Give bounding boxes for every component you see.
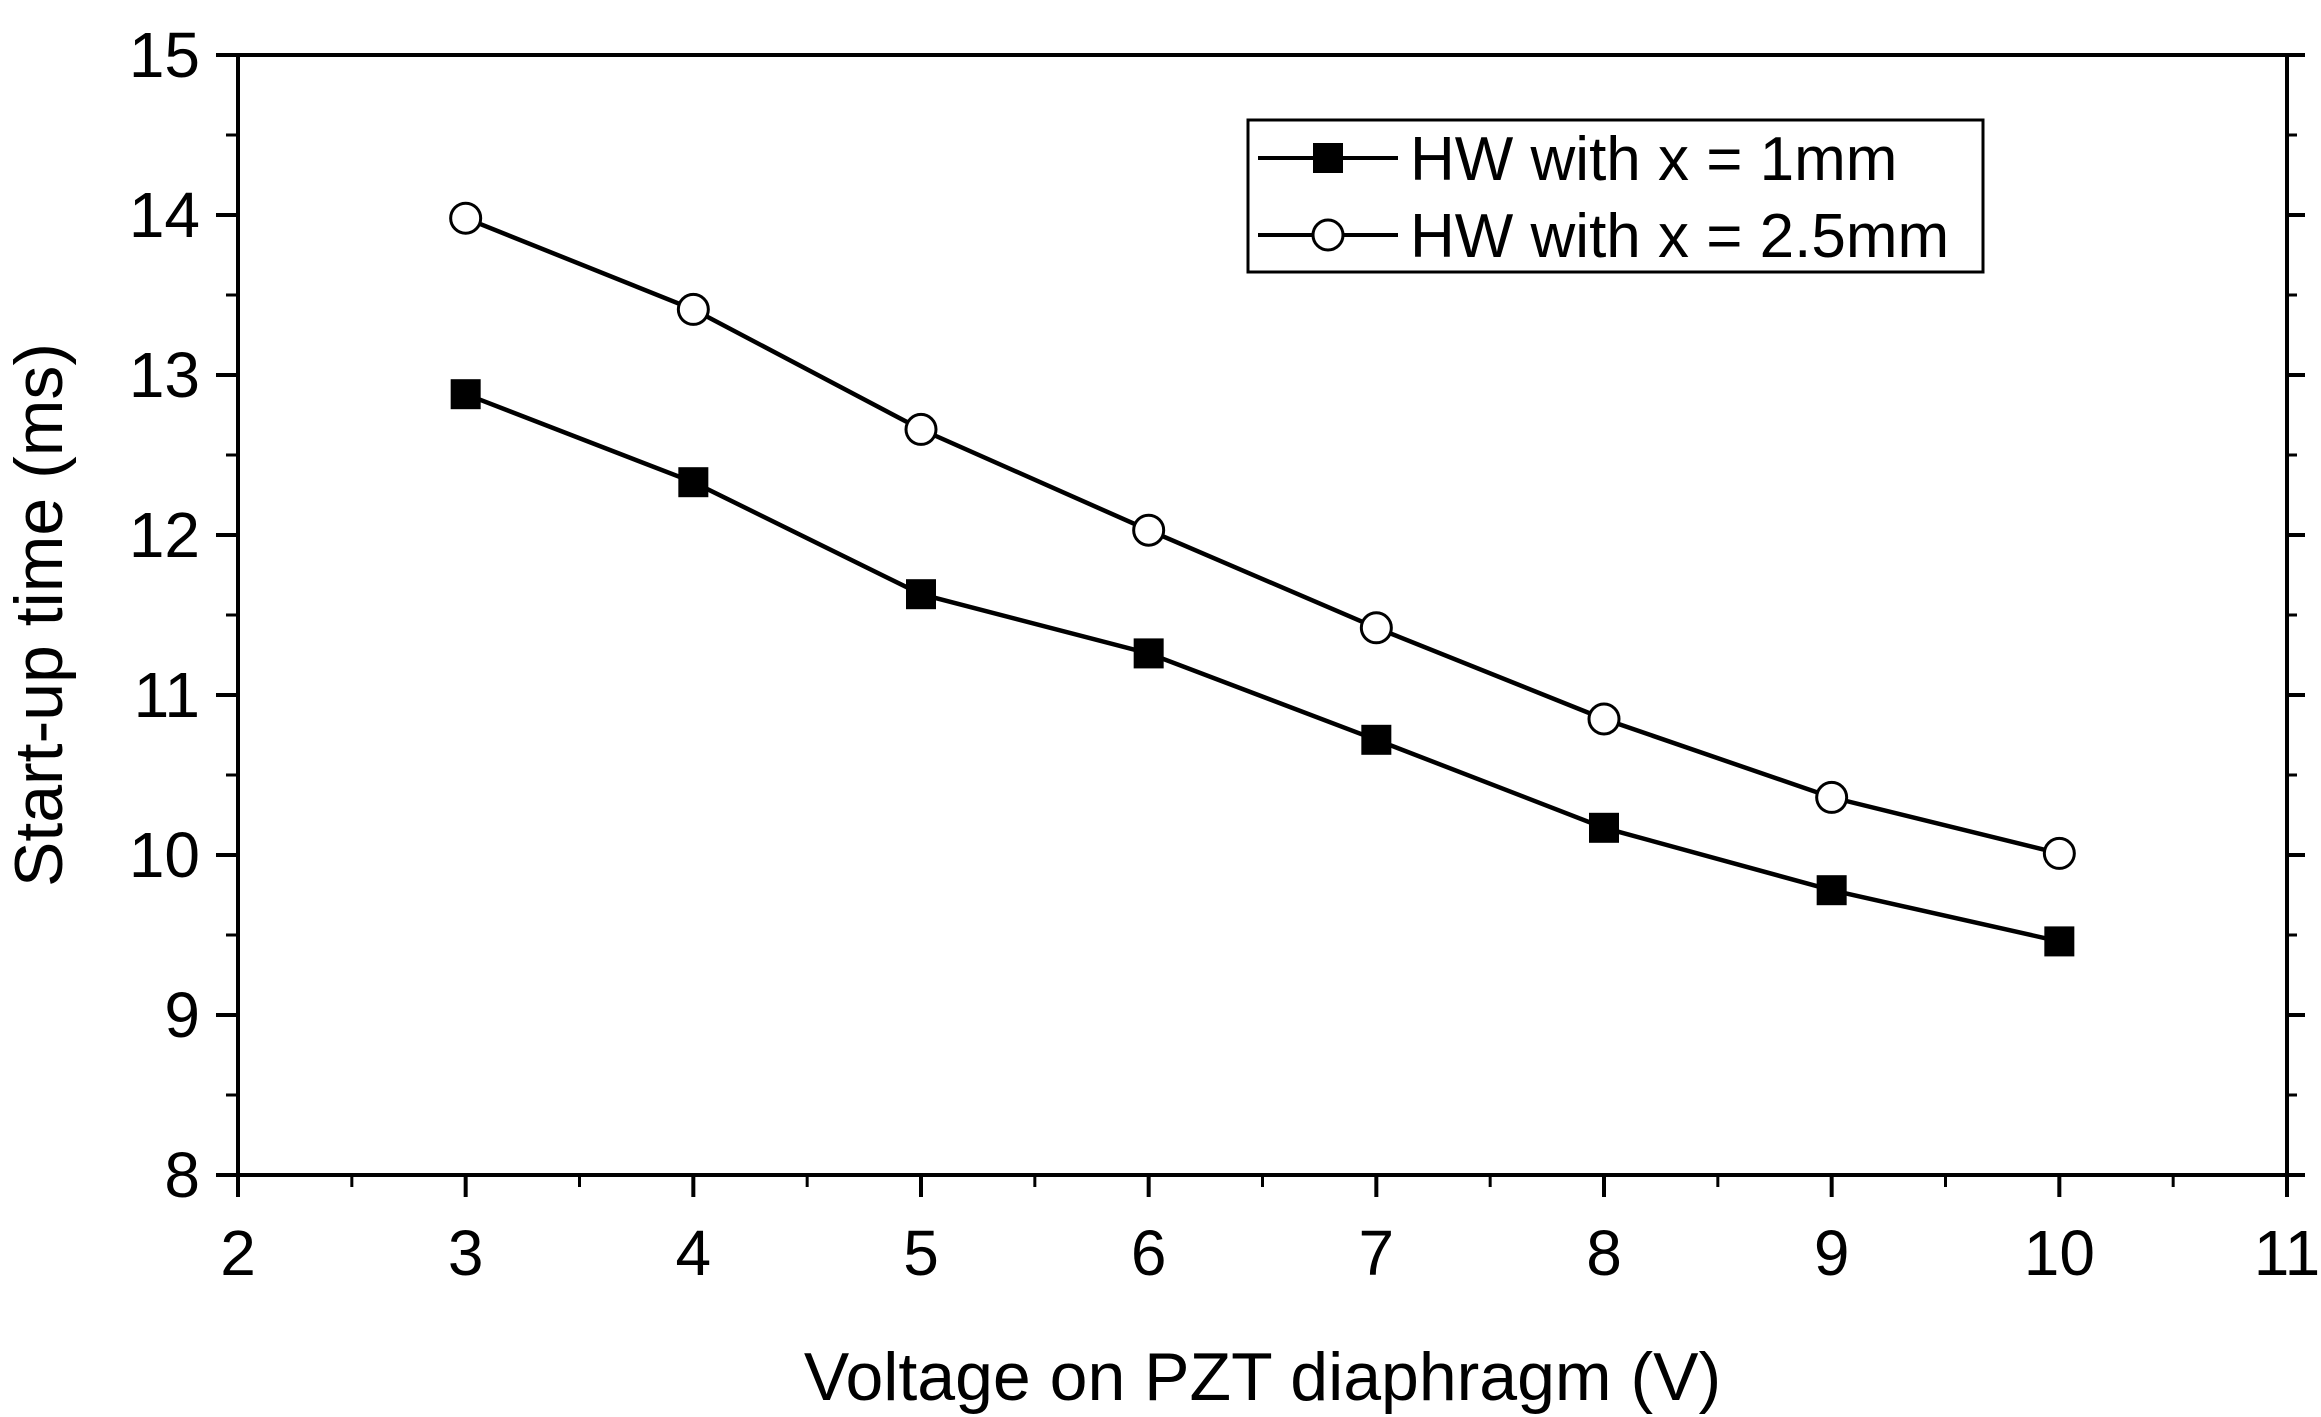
series-layer — [449, 201, 2076, 957]
x-tick-label: 5 — [903, 1217, 939, 1289]
legend-label-2-5mm: HW with x = 2.5mm — [1410, 202, 1949, 271]
data-point-2-5mm — [676, 292, 710, 326]
data-point-1mm — [450, 379, 481, 410]
series-line-1mm — [464, 392, 2060, 944]
y-tick-label: 13 — [129, 339, 200, 411]
y-tick-label: 9 — [164, 979, 200, 1051]
data-point-1mm — [1133, 638, 1164, 669]
legend: HW with x = 1mm HW with x = 2.5mm — [1246, 118, 1985, 274]
y-axis-title: Start-up time (ms) — [1, 343, 77, 887]
data-point-1mm — [1589, 812, 1619, 843]
x-tick-label: 4 — [676, 1217, 712, 1289]
y-tick-label: 14 — [129, 179, 200, 251]
legend-marker-circle — [1311, 218, 1345, 252]
y-tick-label: 11 — [134, 659, 200, 731]
y-tick-label: 8 — [164, 1139, 200, 1211]
data-point-2-5mm — [1359, 611, 1393, 645]
x-tick-label: 11 — [2254, 1217, 2320, 1289]
data-point-1mm — [906, 579, 936, 610]
data-point-2-5mm — [449, 201, 483, 235]
data-point-2-5mm — [904, 412, 938, 446]
x-tick-label: 6 — [1131, 1217, 1167, 1289]
x-tick-label: 9 — [1814, 1217, 1850, 1289]
legend-marker-square — [1313, 143, 1343, 173]
data-point-2-5mm — [1815, 780, 1849, 814]
data-point-2-5mm — [1132, 513, 1166, 547]
data-point-1mm — [678, 467, 709, 498]
y-tick-label: 15 — [129, 19, 200, 91]
y-axis: 8 9 10 11 12 13 14 15 — [129, 19, 2305, 1211]
data-point-1mm — [1361, 724, 1392, 755]
y-tick-label: 12 — [129, 499, 200, 571]
data-point-1mm — [1816, 875, 1847, 906]
x-tick-label: 3 — [448, 1217, 484, 1289]
legend-box — [1246, 118, 1985, 274]
data-point-2-5mm — [1587, 702, 1621, 736]
data-point-2-5mm — [2042, 836, 2076, 870]
x-tick-label: 8 — [1586, 1217, 1622, 1289]
x-tick-label: 10 — [2024, 1217, 2095, 1289]
y-tick-label: 10 — [129, 819, 200, 891]
x-axis-title: Voltage on PZT diaphragm (V) — [804, 1339, 1721, 1415]
legend-label-1mm: HW with x = 1mm — [1410, 125, 1897, 194]
x-axis: 2 3 4 5 6 7 8 9 10 11 — [220, 1175, 2320, 1289]
x-tick-label: 2 — [220, 1217, 256, 1289]
series-line-2-5mm — [464, 216, 2060, 856]
x-tick-label: 7 — [1359, 1217, 1395, 1289]
data-point-1mm — [2044, 926, 2075, 957]
